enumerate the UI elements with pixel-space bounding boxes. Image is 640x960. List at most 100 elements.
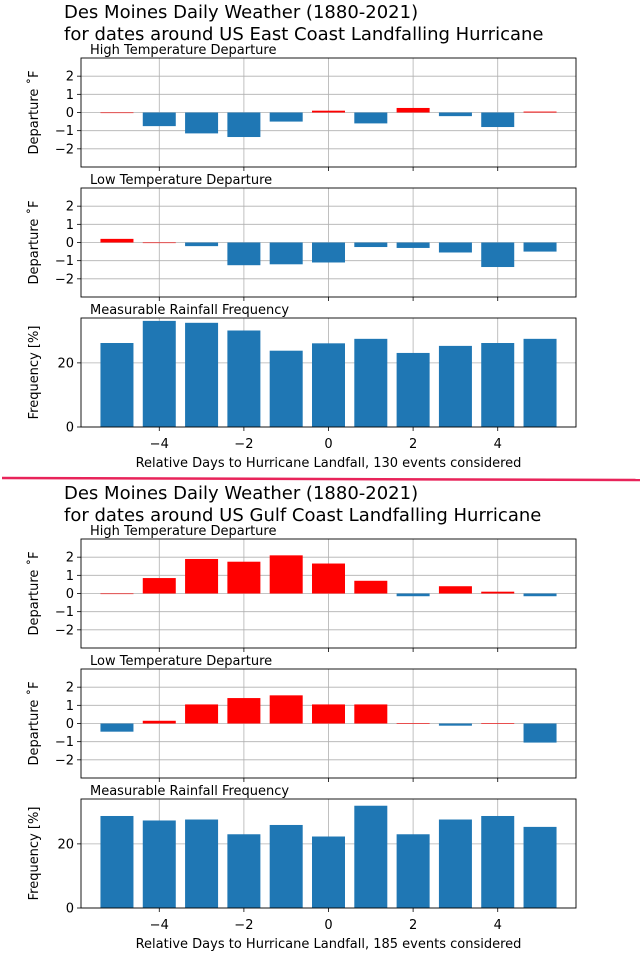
bar-day--2 xyxy=(227,698,261,724)
y-tick-label: 1 xyxy=(66,569,74,584)
x-tick-label: −2 xyxy=(234,437,253,452)
y-axis-label: Frequency [%] xyxy=(27,807,42,901)
panel-subtitle: High Temperature Departure xyxy=(90,524,276,539)
y-tick-label: 20 xyxy=(57,837,74,852)
bar-day--2 xyxy=(227,561,261,594)
y-tick-label: 0 xyxy=(66,902,74,917)
y-tick-label: 1 xyxy=(66,699,74,714)
panel-subtitle: Low Temperature Departure xyxy=(90,173,272,188)
y-axis-label: Departure ˚F xyxy=(26,551,42,635)
bar-day--3 xyxy=(185,322,219,427)
bar-day-5 xyxy=(523,826,557,908)
x-axis-label: Relative Days to Hurricane Landfall, 130… xyxy=(136,456,522,471)
bar-day-2 xyxy=(396,723,430,724)
bar-day--4 xyxy=(142,320,176,427)
y-tick-label: −1 xyxy=(55,124,74,139)
panel-subtitle: High Temperature Departure xyxy=(90,43,276,58)
figure-title-line1: Des Moines Daily Weather (1880-2021) xyxy=(64,483,418,504)
panel-3: Measurable Rainfall Frequency020Frequenc… xyxy=(27,303,577,471)
panel-2: Low Temperature Departure −2 −1 0 1 2 Departur… xyxy=(26,654,577,782)
x-tick-label: −4 xyxy=(150,918,169,933)
x-tick-label: 2 xyxy=(409,918,417,933)
bar-day--5 xyxy=(100,815,134,908)
panel-1: High Temperature Departure −2 −1 0 1 2 Departu… xyxy=(26,524,577,652)
bar-day--1 xyxy=(269,112,303,122)
bar-day-4 xyxy=(481,343,515,427)
bar-day-1 xyxy=(354,338,388,427)
bar-day-3 xyxy=(438,242,472,253)
y-tick-label: 20 xyxy=(57,356,74,371)
bar-day-5 xyxy=(523,111,557,113)
y-tick-label: 0 xyxy=(66,587,74,602)
x-tick-label: 4 xyxy=(494,437,502,452)
bar-day--4 xyxy=(142,112,176,127)
y-tick-label: 2 xyxy=(66,70,74,85)
panel-1: High Temperature Departure −2 −1 0 1 2 Departu… xyxy=(26,43,577,171)
y-tick-label: 2 xyxy=(66,551,74,566)
y-tick-label: 0 xyxy=(66,106,74,121)
figure-1: Des Moines Daily Weather (1880-2021)for … xyxy=(26,2,577,471)
bar-day-5 xyxy=(523,723,557,743)
bar-day-2 xyxy=(396,107,430,113)
y-tick-label: 1 xyxy=(66,88,74,103)
bar-day--2 xyxy=(227,834,261,908)
bar-day-2 xyxy=(396,834,430,908)
y-tick-label: 2 xyxy=(66,200,74,215)
y-tick-label: −2 xyxy=(55,623,74,638)
bar-day-4 xyxy=(481,723,515,724)
bar-day--1 xyxy=(269,555,303,594)
bar-day-4 xyxy=(481,112,515,128)
bar-day-4 xyxy=(481,242,515,268)
bar-day--5 xyxy=(100,593,134,595)
bar-day--3 xyxy=(185,112,219,134)
panel-subtitle: Measurable Rainfall Frequency xyxy=(90,784,289,799)
y-tick-label: −2 xyxy=(55,272,74,287)
bar-day--3 xyxy=(185,558,219,594)
bar-day--2 xyxy=(227,112,261,138)
x-tick-label: 2 xyxy=(409,437,417,452)
bar-day-0 xyxy=(312,110,345,113)
y-tick-label: 0 xyxy=(66,421,74,436)
y-axis-label: Departure ˚F xyxy=(26,681,42,765)
bar-day--1 xyxy=(269,695,303,724)
panel-subtitle: Measurable Rainfall Frequency xyxy=(90,303,289,318)
bar-day--4 xyxy=(142,820,176,908)
panel-2: Low Temperature Departure −2 −1 0 1 2 Departur… xyxy=(26,173,577,301)
bar-day--3 xyxy=(185,819,219,908)
y-tick-label: −1 xyxy=(55,735,74,750)
bar-day--3 xyxy=(185,242,219,247)
bar-day-2 xyxy=(396,352,430,427)
bar-day-3 xyxy=(438,112,472,117)
bar-day-1 xyxy=(354,112,388,124)
bar-day-3 xyxy=(438,586,472,594)
bar-day-1 xyxy=(354,805,388,908)
y-tick-label: −2 xyxy=(55,142,74,157)
figure-divider xyxy=(1,476,640,482)
bar-day--2 xyxy=(227,330,261,427)
bar-day-4 xyxy=(481,815,515,908)
bar-day-3 xyxy=(438,819,472,908)
bar-day-3 xyxy=(438,345,472,427)
bar-day-4 xyxy=(481,591,515,594)
bar-day-5 xyxy=(523,242,557,252)
y-axis-label: Departure ˚F xyxy=(26,200,42,284)
figure-title-line2: for dates around US East Coast Landfalli… xyxy=(64,24,543,45)
bar-day--1 xyxy=(269,242,303,265)
y-tick-label: −1 xyxy=(55,254,74,269)
bar-day--5 xyxy=(100,112,134,114)
bar-day--4 xyxy=(142,578,176,594)
y-tick-label: 2 xyxy=(66,681,74,696)
panel-3: Measurable Rainfall Frequency 0 20 Frequenc… xyxy=(27,784,577,952)
bar-day--2 xyxy=(227,242,261,266)
figure-title-line2: for dates around US Gulf Coast Landfalli… xyxy=(64,505,541,526)
bar-day--5 xyxy=(100,723,134,732)
bar-day-5 xyxy=(523,593,557,597)
bar-day--4 xyxy=(142,720,176,724)
bar-day-0 xyxy=(312,563,345,594)
y-tick-label: 0 xyxy=(66,717,74,732)
bar-day-0 xyxy=(312,242,345,263)
bar-day-2 xyxy=(396,593,430,597)
panel-subtitle: Low Temperature Departure xyxy=(90,654,272,669)
figure-2: Des Moines Daily Weather (1880-2021)for … xyxy=(26,483,577,952)
